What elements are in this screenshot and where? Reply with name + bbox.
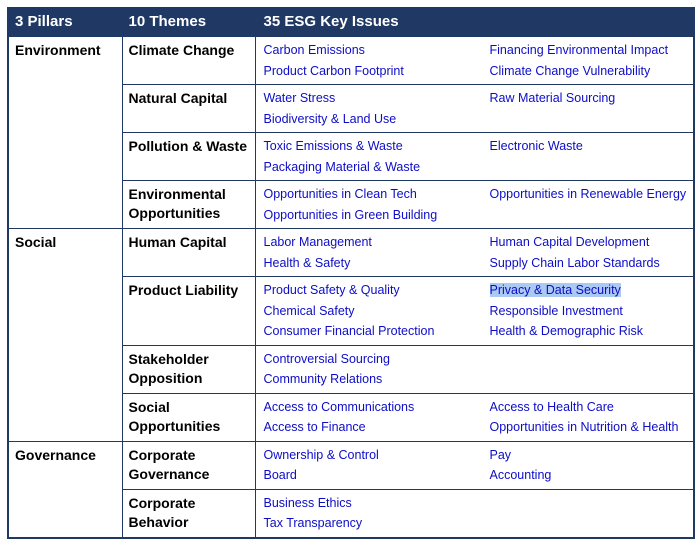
theme-social-opportunities: Social Opportunities [121,392,256,442]
esg-issue: Health & Demographic Risk [489,324,644,338]
esg-issue: Packaging Material & Waste [263,159,421,174]
header-themes: 10 Themes [121,7,256,37]
esg-issue: Toxic Emissions & Waste [263,139,403,153]
esg-issue: Health & Safety [263,255,351,270]
theme-climate-change: Climate Change [121,36,256,85]
issues-right-column: Pay Accounting [482,445,694,486]
issues-corporate-governance: Ownership & Control Board Pay Accounting [254,440,695,490]
esg-issue: Product Safety & Quality [263,283,400,297]
row-corporate-governance: Governance Corporate Governance Ownershi… [7,440,695,538]
issues-right-column: Raw Material Sourcing [482,88,694,109]
esg-issue: Opportunities in Clean Tech [263,187,417,201]
esg-issue: Opportunities in Nutrition & Health [489,420,679,434]
esg-issue: Opportunities in Renewable Energy [489,187,687,201]
issues-pollution-waste: Toxic Emissions & Waste Packaging Materi… [254,132,695,181]
row-climate-change: Environment Climate Change Carbon Emissi… [7,36,695,229]
issues-social-opportunities: Access to Communications Access to Finan… [254,392,695,442]
esg-issue: Accounting [489,468,552,482]
highlighted-text: Privacy & Data Security [489,283,621,297]
issues-left-column: Controversial Sourcing Community Relatio… [256,349,482,390]
issues-left-column: Ownership & Control Board [256,445,482,486]
header-pillars: 3 Pillars [7,7,123,37]
issues-right-column: Opportunities in Renewable Energy [482,184,694,205]
issues-corporate-behavior: Business Ethics Tax Transparency [254,488,695,538]
row-pollution-waste: Pollution & Waste Toxic Emissions & Wast… [8,132,695,181]
esg-issue: Business Ethics [263,495,352,510]
esg-issue: Controversial Sourcing [263,351,390,366]
row-human-capital: Social Human Capital Labor Management He… [7,228,695,442]
esg-issue: Carbon Emissions [263,43,365,57]
row-natural-capital: Natural Capital Water Stress Biodiversit… [8,84,695,133]
issues-left-column: Water Stress Biodiversity & Land Use [256,88,482,129]
pillar-environment: Environment [7,36,123,229]
row-social-opportunities: Social Opportunities Access to Communica… [8,392,695,442]
pillar-governance: Governance [7,440,123,538]
esg-issue: Access to Finance [263,420,366,434]
theme-product-liability: Product Liability [121,276,256,346]
row-product-liability: Product Liability Product Safety & Quali… [8,276,695,346]
esg-issue: Biodiversity & Land Use [263,111,397,126]
theme-environmental-opportunities: Environmental Opportunities [121,180,256,229]
issues-left-column: Opportunities in Clean Tech Opportunitie… [256,184,482,225]
issues-climate-change: Carbon Emissions Product Carbon Footprin… [254,36,695,85]
theme-human-capital: Human Capital [121,228,256,277]
esg-issue: Financing Environmental Impact [489,43,669,57]
issues-right-column: Access to Health Care Opportunities in N… [482,397,694,438]
esg-issue: Labor Management [263,235,372,249]
esg-issue: Opportunities in Green Building [263,207,438,222]
issues-product-liability: Product Safety & Quality Chemical Safety… [254,276,695,346]
issues-human-capital: Labor Management Health & Safety Human C… [254,228,695,277]
row-environmental-opportunities: Environmental Opportunities Opportunitie… [8,180,695,229]
esg-issue: Chemical Safety [263,303,355,318]
theme-stakeholder-opposition: Stakeholder Opposition [121,344,256,394]
issues-left-column: Carbon Emissions Product Carbon Footprin… [256,40,482,81]
pillar-social: Social [7,228,123,442]
issues-right-column: Privacy & Data Security Responsible Inve… [482,280,694,342]
esg-issue: Responsible Investment [489,303,623,318]
esg-issue: Access to Health Care [489,399,614,414]
theme-corporate-governance: Corporate Governance [121,440,256,490]
esg-issue: Product Carbon Footprint [263,63,404,78]
esg-issue: Tax Transparency [263,516,363,530]
esg-issue: Board [263,468,297,482]
issues-left-column: Toxic Emissions & Waste Packaging Materi… [256,136,482,177]
issues-stakeholder-opposition: Controversial Sourcing Community Relatio… [254,344,695,394]
esg-issue: Electronic Waste [489,139,583,153]
esg-issue: Consumer Financial Protection [263,324,435,338]
issues-right-column: Financing Environmental Impact Climate C… [482,40,694,81]
issues-environmental-opportunities: Opportunities in Clean Tech Opportunitie… [254,180,695,229]
issues-left-column: Product Safety & Quality Chemical Safety… [256,280,482,342]
row-stakeholder-opposition: Stakeholder Opposition Controversial Sou… [8,344,695,394]
esg-issue: Water Stress [263,91,336,105]
esg-issue: Community Relations [263,372,383,386]
esg-issue: Supply Chain Labor Standards [489,255,660,270]
theme-natural-capital: Natural Capital [121,84,256,133]
issues-right-column: Human Capital Development Supply Chain L… [482,232,694,273]
theme-corporate-behavior: Corporate Behavior [121,488,256,538]
issues-left-column: Labor Management Health & Safety [256,232,482,273]
issues-left-column: Access to Communications Access to Finan… [256,397,482,438]
issues-left-column: Business Ethics Tax Transparency [256,493,482,534]
esg-key-issues-table: 3 Pillars 10 Themes 35 ESG Key Issues En… [7,7,695,539]
esg-issue: Pay [489,447,512,462]
header-row: 3 Pillars 10 Themes 35 ESG Key Issues [7,7,695,37]
esg-issue: Ownership & Control [263,447,379,462]
esg-issue: Access to Communications [263,399,415,414]
esg-issue: Human Capital Development [489,235,650,249]
header-key-issues: 35 ESG Key Issues [254,7,695,37]
esg-issue: Climate Change Vulnerability [489,63,651,78]
issues-natural-capital: Water Stress Biodiversity & Land Use Raw… [254,84,695,133]
issues-right-column: Electronic Waste [482,136,694,157]
esg-issue: Raw Material Sourcing [489,91,616,105]
theme-pollution-waste: Pollution & Waste [121,132,256,181]
esg-issue-highlighted: Privacy & Data Security [489,280,690,301]
